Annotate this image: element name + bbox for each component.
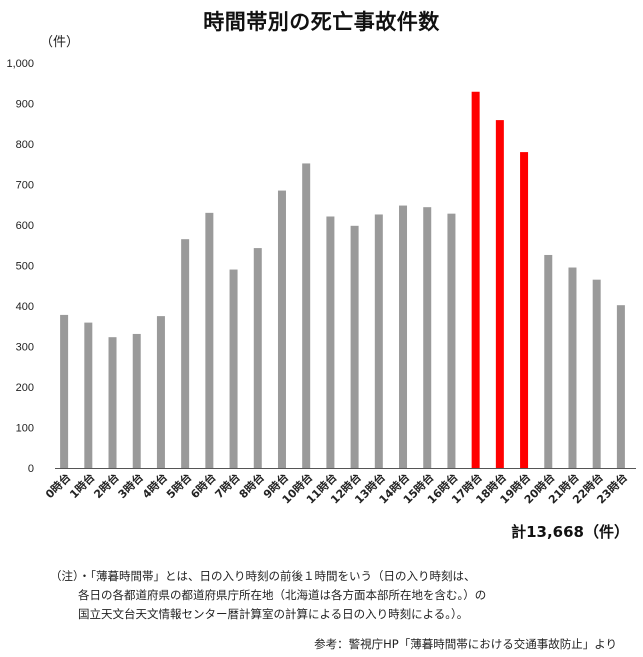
y-tick-label: 800: [16, 139, 34, 151]
y-axis-ticks: 0 100 200 300 400 500 600 700 800 900 1,000: [6, 58, 34, 475]
bar-1時台: [84, 323, 92, 468]
bar-16時台: [447, 214, 455, 468]
bar-0時台: [60, 315, 68, 468]
bar-9時台: [278, 191, 286, 468]
bar-14時台: [399, 206, 407, 468]
y-tick-label: 500: [16, 261, 34, 273]
x-tick-label: 6時台: [188, 470, 219, 501]
y-tick-label: 400: [16, 301, 34, 313]
x-tick-label: 8時台: [236, 470, 267, 501]
bar-13時台: [375, 214, 383, 468]
bar-10時台: [302, 163, 310, 468]
bar-20時台: [544, 255, 552, 468]
total-count-label: 計13,668（件）: [511, 521, 629, 542]
bar-2時台: [109, 337, 117, 468]
bar-23時台: [617, 305, 625, 468]
bar-18時台: [496, 120, 504, 468]
bar-19時台: [520, 152, 528, 468]
bar-5時台: [181, 239, 189, 468]
bar-series: [60, 92, 625, 468]
x-tick-label: 0時台: [42, 470, 73, 501]
footnote-line-1: （注）・「薄暮時間帯」とは、日の入り時刻の前後１時間をいう（日の入り時刻は、: [50, 567, 630, 586]
y-tick-label: 900: [16, 99, 34, 111]
y-tick-label: 600: [16, 220, 34, 232]
bar-22時台: [593, 280, 601, 468]
bar-7時台: [230, 270, 238, 468]
x-tick-label: 1時台: [67, 470, 98, 501]
y-tick-label: 100: [16, 423, 34, 435]
x-tick-label: 7時台: [212, 470, 243, 501]
x-tick-label: 4時台: [139, 470, 170, 501]
y-tick-label: 300: [16, 342, 34, 354]
y-tick-label: 200: [16, 382, 34, 394]
bar-8時台: [254, 248, 262, 468]
bar-6時台: [205, 213, 213, 468]
bar-21時台: [568, 268, 576, 468]
x-axis-labels: 0時台1時台2時台3時台4時台5時台6時台7時台8時台9時台10時台11時台12…: [42, 470, 630, 506]
footnote: （注）・「薄暮時間帯」とは、日の入り時刻の前後１時間をいう（日の入り時刻は、 各…: [50, 567, 630, 624]
bar-11時台: [326, 216, 334, 468]
x-tick-label: 2時台: [91, 470, 122, 501]
footnote-line-2: 各日の各都道府県の都道府県庁所在地（北海道は各方面本部所在地を含む。）の: [50, 586, 630, 605]
footnote-line-3: 国立天文台天文情報センター暦計算室の計算による日の入り時刻による。）。: [50, 605, 630, 624]
y-tick-label: 1,000: [6, 58, 34, 70]
x-tick-label: 5時台: [163, 470, 194, 501]
source-citation: 参考：警視庁HP「薄暮時間帯における交通事故防止」より: [314, 636, 617, 652]
bar-15時台: [423, 207, 431, 468]
bar-chart: 0 100 200 300 400 500 600 700 800 900 1,000 0時台1時台…: [0, 0, 643, 520]
bar-4時台: [157, 316, 165, 468]
y-tick-label: 700: [16, 180, 34, 192]
x-tick-label: 3時台: [115, 470, 146, 501]
y-tick-label: 0: [28, 463, 34, 475]
bar-3時台: [133, 334, 141, 468]
bar-12時台: [351, 226, 359, 468]
bar-17時台: [472, 92, 480, 468]
